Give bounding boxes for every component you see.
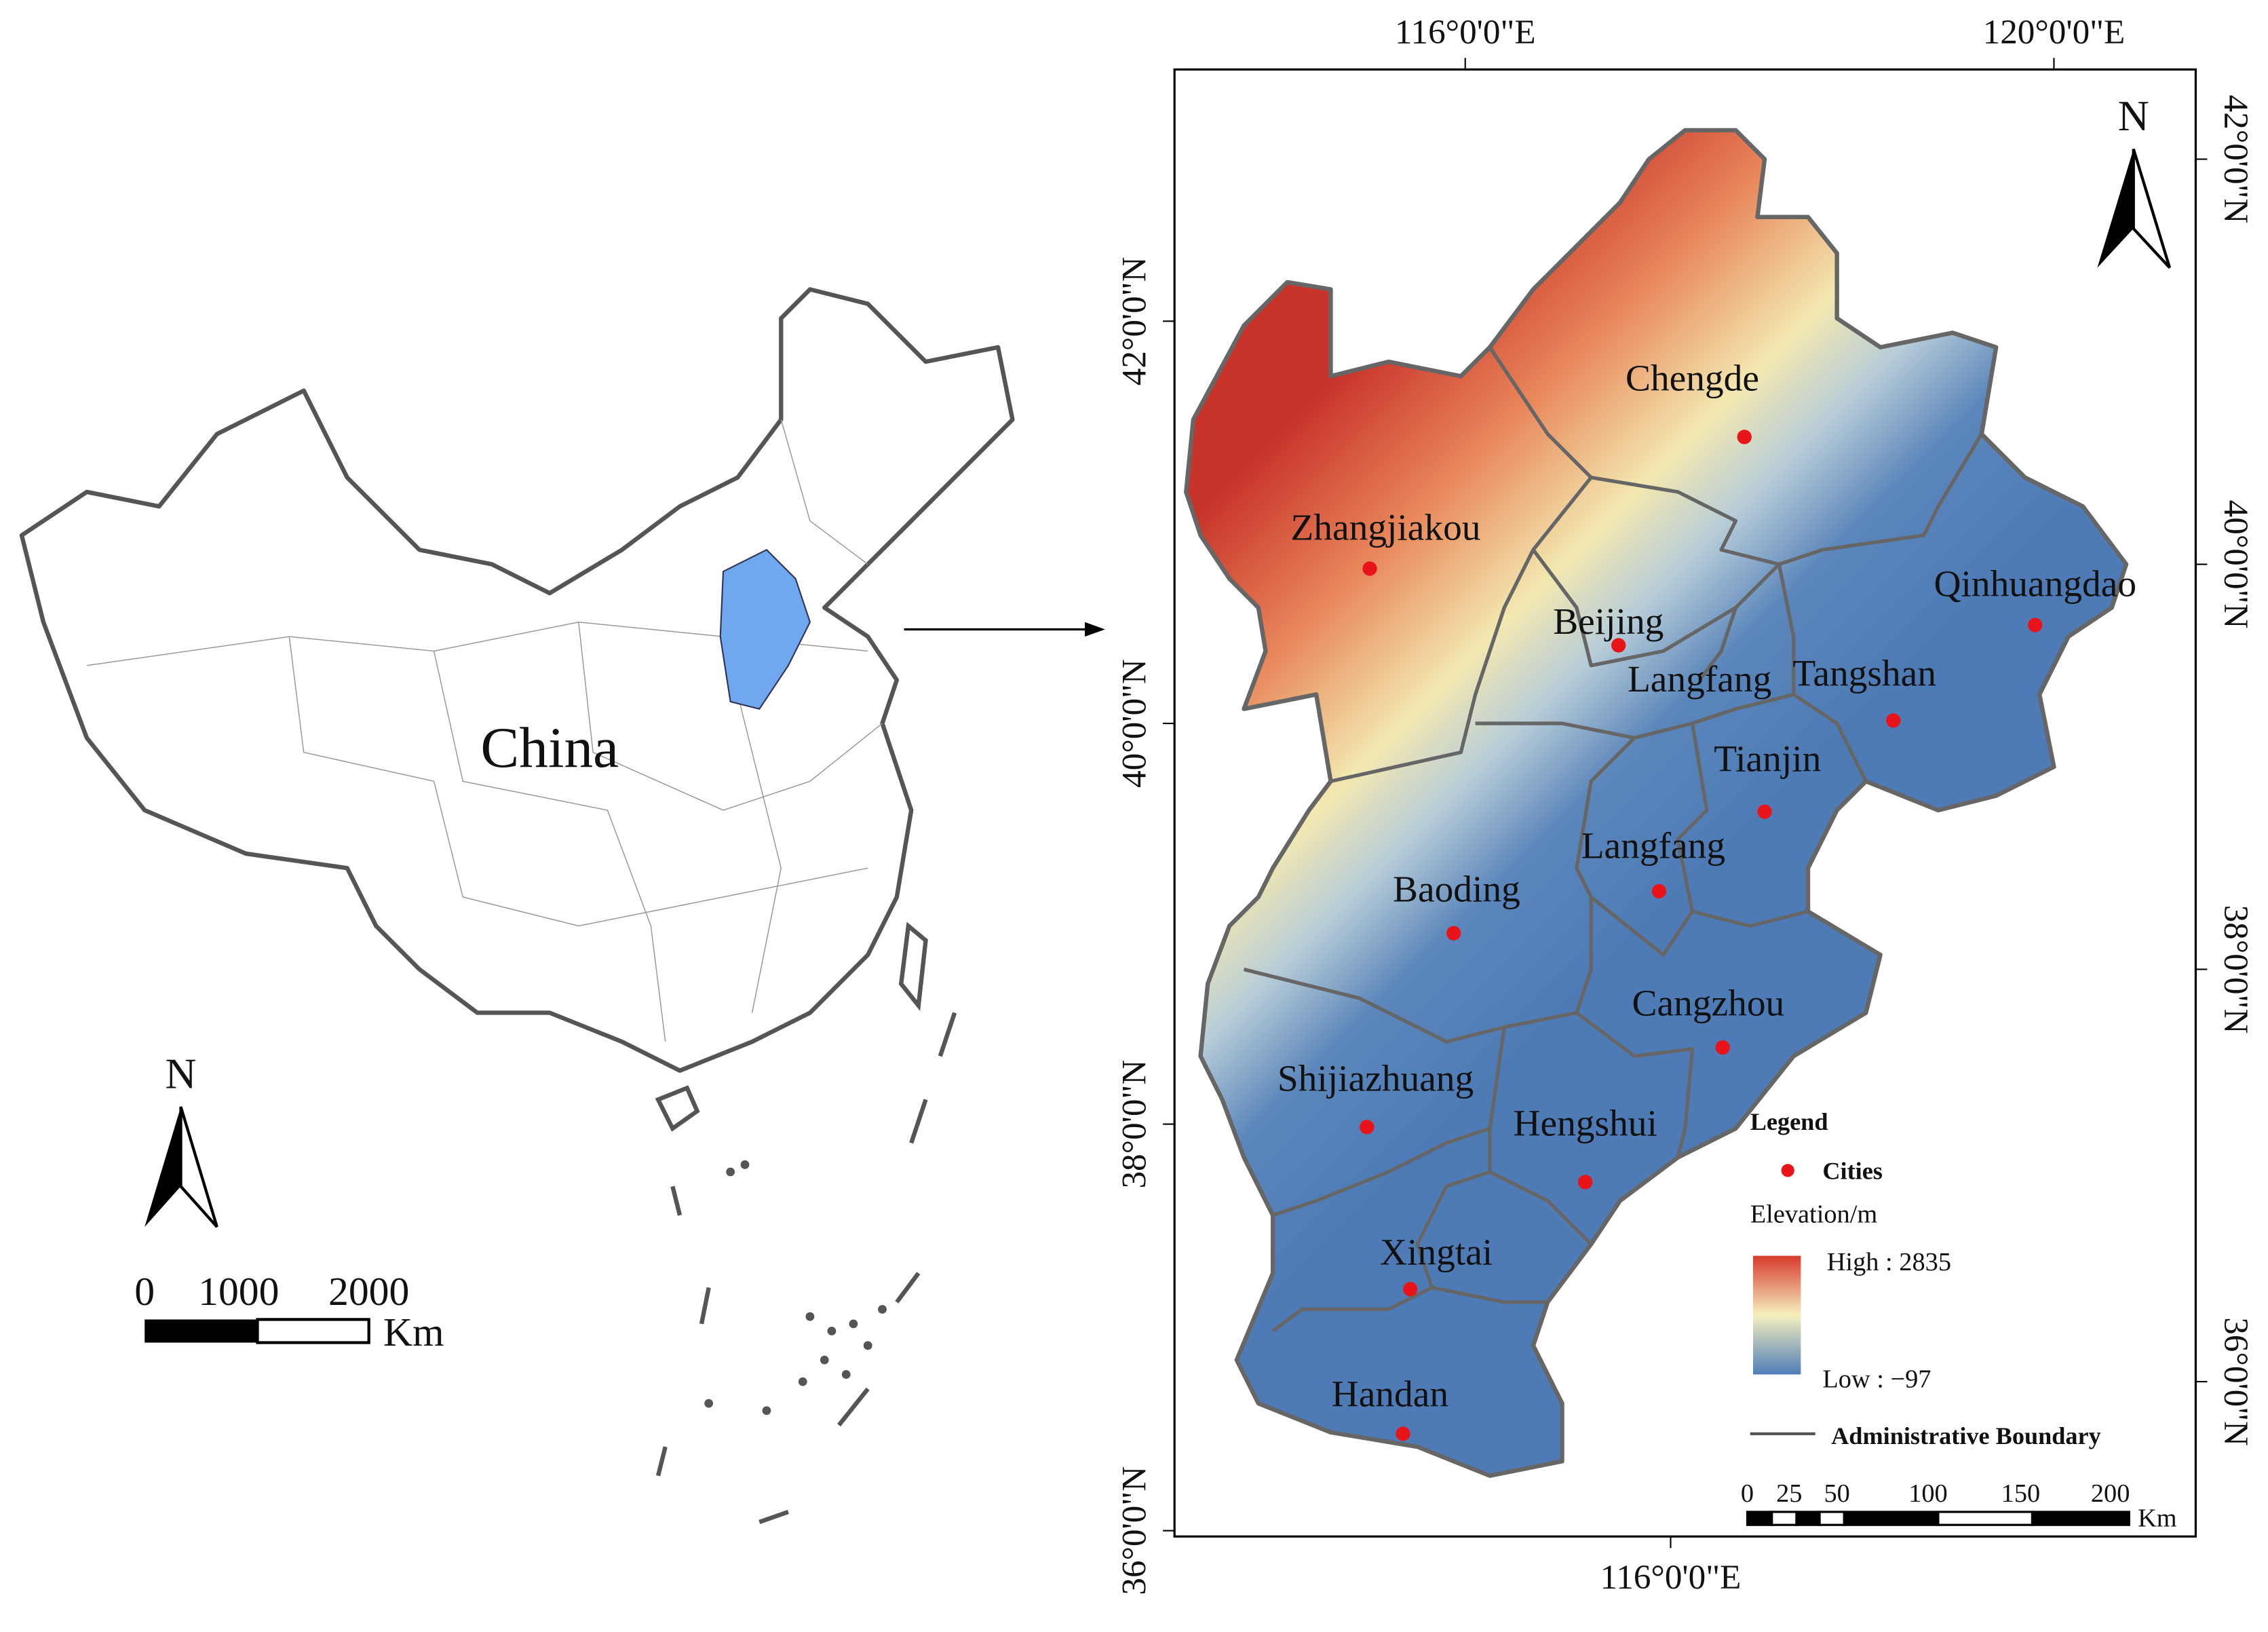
country-label: China (480, 716, 619, 780)
lat-label: 36°0'0"N (2216, 1317, 2255, 1446)
scale-segment (1795, 1511, 1821, 1526)
scale-segment (256, 1318, 370, 1344)
city-label: Handan (1332, 1373, 1448, 1414)
city-label: Langfang (1581, 824, 1725, 866)
islands (704, 1160, 887, 1416)
scale-unit: Km (2138, 1504, 2177, 1532)
lat-label: 40°0'0"N (1115, 659, 1154, 788)
lat-label: 36°0'0"N (1115, 1466, 1154, 1595)
scale-segment (1937, 1511, 2034, 1526)
city-dot (1886, 713, 1901, 728)
pointer-head (1085, 622, 1105, 637)
city-dot (1578, 1175, 1593, 1190)
city-label: Shijiazhuang (1277, 1058, 1474, 1099)
legend-high: High : 2835 (1827, 1248, 1951, 1276)
north-arrow (145, 1107, 181, 1227)
city-dot (1396, 1426, 1410, 1441)
scale-segment (1746, 1511, 1773, 1526)
lon-label: 120°0'0"E (1983, 13, 2126, 52)
scale-label: 0 (1741, 1479, 1754, 1508)
scale-unit: Km (383, 1310, 444, 1354)
city-label: Baoding (1393, 868, 1520, 909)
scale-label: 25 (1776, 1479, 1802, 1508)
scale-bar: 0 25 50 100 150 200 Km (1741, 1479, 2177, 1532)
lat-label: 42°0'0"N (1115, 257, 1154, 385)
scale-label: 1000 (198, 1269, 279, 1314)
lon-label: 116°0'0"E (1600, 1558, 1742, 1597)
legend-elevation: Elevation/m (1750, 1200, 1878, 1229)
city-label: Qinhuangdao (1934, 563, 2136, 604)
scale-label: 100 (1908, 1479, 1948, 1508)
scale-segment (1843, 1511, 1940, 1526)
city-label: Xingtai (1380, 1231, 1493, 1272)
city-dot (1757, 804, 1772, 819)
city-dot (1737, 430, 1752, 444)
legend-cities: Cities (1822, 1158, 1883, 1185)
city-dot (1446, 926, 1461, 941)
city-dot (1611, 638, 1626, 653)
city-dot (1651, 884, 1667, 899)
taiwan (898, 922, 928, 1011)
city-dot (1403, 1282, 1418, 1297)
north-arrow (2132, 149, 2172, 269)
city-label: Langfang (1628, 658, 1771, 700)
china-outline (19, 287, 1015, 1073)
city-dot (1715, 1040, 1730, 1055)
hebei-highlight (719, 548, 811, 710)
lat-label: 38°0'0"N (1115, 1060, 1154, 1189)
scale-label: 150 (2001, 1479, 2041, 1508)
lon-label: 116°0'0"E (1395, 13, 1536, 52)
scale-segment (1818, 1511, 1845, 1526)
scale-bar (145, 1318, 370, 1344)
city-label: Tangshan (1792, 653, 1936, 694)
south-sea-dashes (655, 1012, 957, 1524)
hainan (655, 1085, 700, 1132)
north-arrow (2097, 149, 2134, 268)
legend-low: Low : −97 (1822, 1365, 1931, 1394)
north-label: N (2118, 92, 2149, 140)
legend-boundary: Administrative Boundary (1831, 1422, 2101, 1449)
city-label: Zhangjiakou (1290, 506, 1480, 548)
scale-label: 50 (1824, 1479, 1849, 1508)
city-dot (1360, 1120, 1375, 1135)
scale-label: 0 (134, 1269, 155, 1314)
north-label: N (165, 1049, 196, 1097)
north-arrow (179, 1106, 218, 1228)
city-label: Cangzhou (1632, 983, 1785, 1024)
hebei-elevation (1184, 128, 2129, 1478)
city-label: Tianjin (1714, 738, 1821, 779)
legend-title: Legend (1750, 1108, 1828, 1135)
admin-boundaries (1243, 346, 1984, 1333)
scale-label: 200 (2091, 1479, 2130, 1508)
scale-segment (145, 1319, 258, 1343)
lat-label: 38°0'0"N (2216, 905, 2255, 1034)
scale-segment (1771, 1511, 1798, 1526)
scale-segment (2031, 1511, 2130, 1526)
city-label: Beijing (1553, 601, 1664, 642)
city-dot (2028, 618, 2043, 632)
scale-label: 2000 (328, 1269, 409, 1314)
legend-ramp (1753, 1255, 1801, 1375)
legend-city-dot (1781, 1164, 1794, 1177)
lat-label: 40°0'0"N (2216, 500, 2255, 629)
city-label: Hengshui (1513, 1103, 1657, 1144)
city-dot (1362, 561, 1377, 576)
lat-label: 42°0'0"N (2216, 95, 2255, 224)
city-label: Chengde (1626, 358, 1759, 399)
